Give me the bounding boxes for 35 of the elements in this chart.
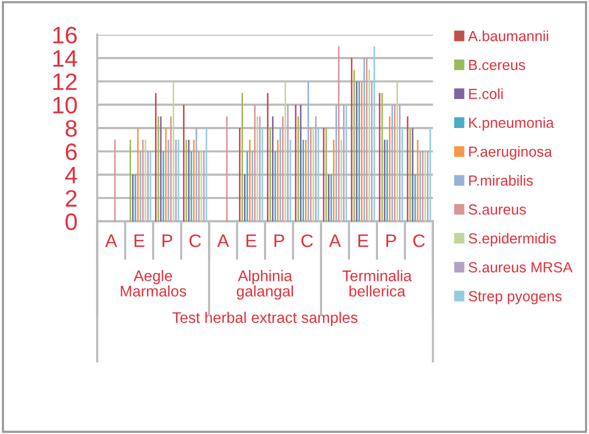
legend-label: Strep pyogens <box>468 291 562 304</box>
y-tick-label: 16 <box>53 26 77 44</box>
legend-label: A.baumannii <box>468 30 548 42</box>
x-axis-title: Test herbal extract samples <box>172 312 358 326</box>
x-tick-label: A <box>329 234 341 247</box>
x-tick-label: P <box>162 234 172 247</box>
x-tick-label: E <box>358 234 368 247</box>
x-tick-label: A <box>105 234 118 247</box>
legend-label: B.cereus <box>469 60 526 70</box>
text: Alphinia galangal <box>236 270 293 300</box>
y-tick-label: 0 <box>66 213 77 230</box>
x-tick-label: P <box>386 234 396 247</box>
y-tick-label: 14 <box>53 50 78 67</box>
x-tick-label: E <box>246 234 256 247</box>
legend-label: K.pneumonia <box>469 117 554 131</box>
legend-label: P.aeruginosa <box>469 146 552 160</box>
x-tick-label: C <box>413 234 425 248</box>
legend-label: S.epidermidis <box>468 232 556 246</box>
x-tick-label: C <box>301 234 313 248</box>
text: Aegle Marmalos <box>120 270 186 297</box>
x-tick-label: P <box>274 234 284 247</box>
x-tick-label: E <box>134 234 144 247</box>
y-tick-label: 12 <box>53 73 77 90</box>
y-tick-label: 2 <box>66 190 77 207</box>
y-tick-label: 4 <box>65 166 78 184</box>
y-tick-label: 10 <box>53 96 77 114</box>
legend-label: P.mirabilis <box>469 175 533 186</box>
x-tick-label: A <box>217 234 230 247</box>
y-tick-label: 6 <box>66 143 77 160</box>
legend-label: S.aureus <box>468 204 526 215</box>
x-tick-label: C <box>190 234 201 248</box>
legend-label: E.coli <box>469 88 503 100</box>
y-tick-label: 8 <box>66 120 77 137</box>
text: Terminalia bellerica <box>342 270 412 297</box>
legend-label: S.aureus MRSA <box>468 262 573 272</box>
